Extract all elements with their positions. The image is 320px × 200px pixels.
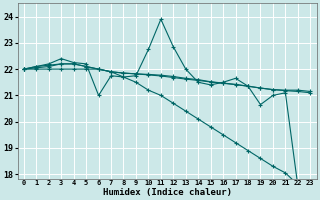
X-axis label: Humidex (Indice chaleur): Humidex (Indice chaleur) (103, 188, 232, 197)
